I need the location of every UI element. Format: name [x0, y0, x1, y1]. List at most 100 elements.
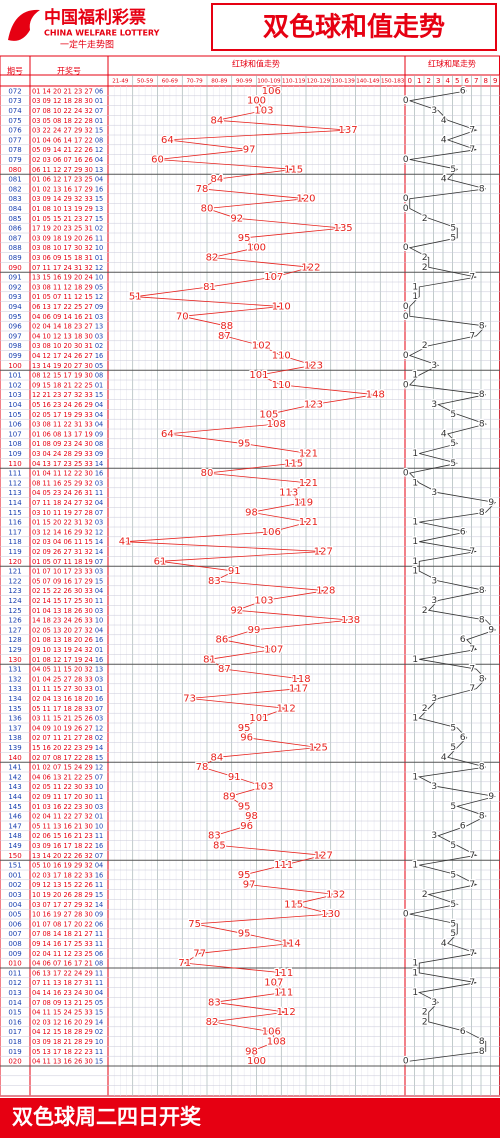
- draw-numbers: 02 05 13 20 27 32 04: [32, 626, 103, 634]
- red-balls: 01 07 10 17 23 33: [32, 568, 93, 576]
- red-balls: 01 04 11 12 22 30: [32, 470, 93, 478]
- red-balls: 03 11 15 21 25 26: [32, 715, 93, 723]
- tail-line-label: 4: [441, 429, 447, 439]
- sum-line-label: 91: [228, 772, 241, 783]
- sum-line-label: 113: [279, 488, 298, 499]
- tail-line-label: 4: [441, 753, 447, 763]
- period: 088: [8, 244, 21, 252]
- sum-line-label: 78: [196, 184, 209, 195]
- tail-line-label: 5: [450, 410, 456, 420]
- period: 118: [8, 538, 21, 546]
- blue-ball: 01: [95, 646, 103, 654]
- red-balls: 07 08 09 13 21 25: [32, 999, 93, 1007]
- tail-line-label: 0: [403, 1057, 409, 1067]
- blue-ball: 15: [95, 215, 103, 223]
- red-balls: 02 06 15 16 21 23: [32, 832, 93, 840]
- draw-numbers: 01 04 25 27 28 33 03: [32, 675, 103, 683]
- sum-line-label: 120: [296, 194, 315, 205]
- tail-tick-label: 5: [455, 77, 459, 85]
- draw-numbers: 02 07 08 17 22 28 15: [32, 754, 103, 762]
- blue-ball: 06: [95, 87, 103, 95]
- tail-line-label: 0: [403, 204, 409, 214]
- period: 094: [8, 303, 22, 311]
- period: 144: [8, 793, 22, 801]
- draw-numbers: 01 02 13 16 17 29 16: [32, 185, 103, 193]
- tail-line-label: 1: [412, 567, 418, 577]
- red-balls: 01 11 15 27 30 33: [32, 685, 93, 693]
- draw-numbers: 02 04 13 16 18 20 16: [32, 695, 103, 703]
- draw-numbers: 05 10 16 19 29 32 04: [32, 862, 103, 870]
- period: 114: [8, 499, 22, 507]
- sum-line-label: 103: [254, 596, 273, 607]
- tail-line-label: 3: [431, 106, 437, 116]
- period: 142: [8, 773, 21, 781]
- red-balls: 13 14 20 22 26 32: [32, 852, 93, 860]
- tail-line-label: 1: [412, 292, 418, 302]
- red-balls: 03 09 16 17 18 22: [32, 842, 93, 850]
- draw-numbers: 04 14 16 23 24 30 04: [32, 989, 103, 997]
- period: 125: [8, 607, 21, 615]
- draw-numbers: 01 07 10 17 23 33 03: [32, 568, 103, 576]
- blue-ball: 03: [95, 479, 103, 487]
- blue-ball: 02: [95, 342, 103, 350]
- tail-line-label: 5: [450, 165, 456, 175]
- tail-line-label: 1: [412, 537, 418, 547]
- sum-line-label: 122: [301, 262, 320, 273]
- blue-ball: 01: [95, 254, 103, 262]
- blue-ball: 03: [95, 607, 103, 615]
- sum-line-label: 95: [238, 929, 251, 940]
- draw-numbers: 06 13 17 22 25 27 09: [32, 303, 103, 311]
- tail-line-label: 8: [479, 616, 485, 626]
- blue-ball: 03: [95, 332, 103, 340]
- period: 013: [8, 989, 21, 997]
- blue-ball: 07: [95, 558, 103, 566]
- period: 110: [8, 460, 21, 468]
- period: 145: [8, 803, 21, 811]
- draw-numbers: 14 18 23 24 26 33 10: [32, 617, 103, 625]
- blue-ball: 15: [95, 1058, 103, 1066]
- tail-line-label: 7: [469, 684, 475, 694]
- blue-ball: 02: [95, 1028, 103, 1036]
- tail-line-label: 7: [469, 126, 475, 136]
- blue-ball: 03: [95, 568, 103, 576]
- grid: [0, 55, 500, 1097]
- red-balls: 02 04 11 12 23 25: [32, 950, 93, 958]
- draw-numbers: 05 11 17 18 28 33 07: [32, 705, 103, 713]
- period: 020: [8, 1058, 21, 1066]
- tail-line-label: 2: [422, 890, 428, 900]
- blue-ball: 07: [95, 705, 103, 713]
- sum-line-label: 107: [264, 272, 283, 283]
- period: 150: [8, 852, 21, 860]
- red-balls: 02 03 12 16 20 29: [32, 1018, 93, 1026]
- period: 007: [8, 930, 21, 938]
- draw-numbers: 04 12 15 18 28 29 02: [32, 1028, 103, 1036]
- period: 096: [8, 323, 22, 331]
- period: 075: [8, 117, 21, 125]
- red-balls: 04 12 15 18 28 29: [32, 1028, 93, 1036]
- draw-numbers: 07 11 17 24 31 32 12: [32, 264, 103, 272]
- red-balls: 03 09 18 21 28 29: [32, 1038, 93, 1046]
- period: 148: [8, 832, 21, 840]
- draw-numbers: 04 11 15 24 25 33 15: [32, 1009, 103, 1017]
- red-balls: 04 12 17 24 26 27: [32, 352, 93, 360]
- period: 089: [8, 254, 21, 262]
- tail-line-label: 7: [469, 145, 475, 155]
- blue-ball: 11: [95, 597, 103, 605]
- tail-line-label: 7: [469, 547, 475, 557]
- blue-ball: 03: [95, 715, 103, 723]
- tail-line-label: 8: [479, 763, 485, 773]
- red-balls: 01 04 13 18 26 30: [32, 607, 93, 615]
- tail-line-label: 5: [450, 224, 456, 234]
- tail-line-label: 2: [422, 214, 428, 224]
- period: 111: [8, 470, 21, 478]
- tail-line-label: 6: [460, 635, 466, 645]
- tail-tick-label: 1: [417, 77, 421, 85]
- blue-ball: 16: [95, 842, 103, 850]
- blue-ball: 08: [95, 372, 103, 380]
- tail-tick-label: 8: [484, 77, 488, 85]
- red-balls: 04 05 11 15 20 32: [32, 666, 93, 674]
- period: 016: [8, 1018, 22, 1026]
- blue-ball: 07: [95, 852, 103, 860]
- red-balls: 15 16 20 22 23 29: [32, 744, 93, 752]
